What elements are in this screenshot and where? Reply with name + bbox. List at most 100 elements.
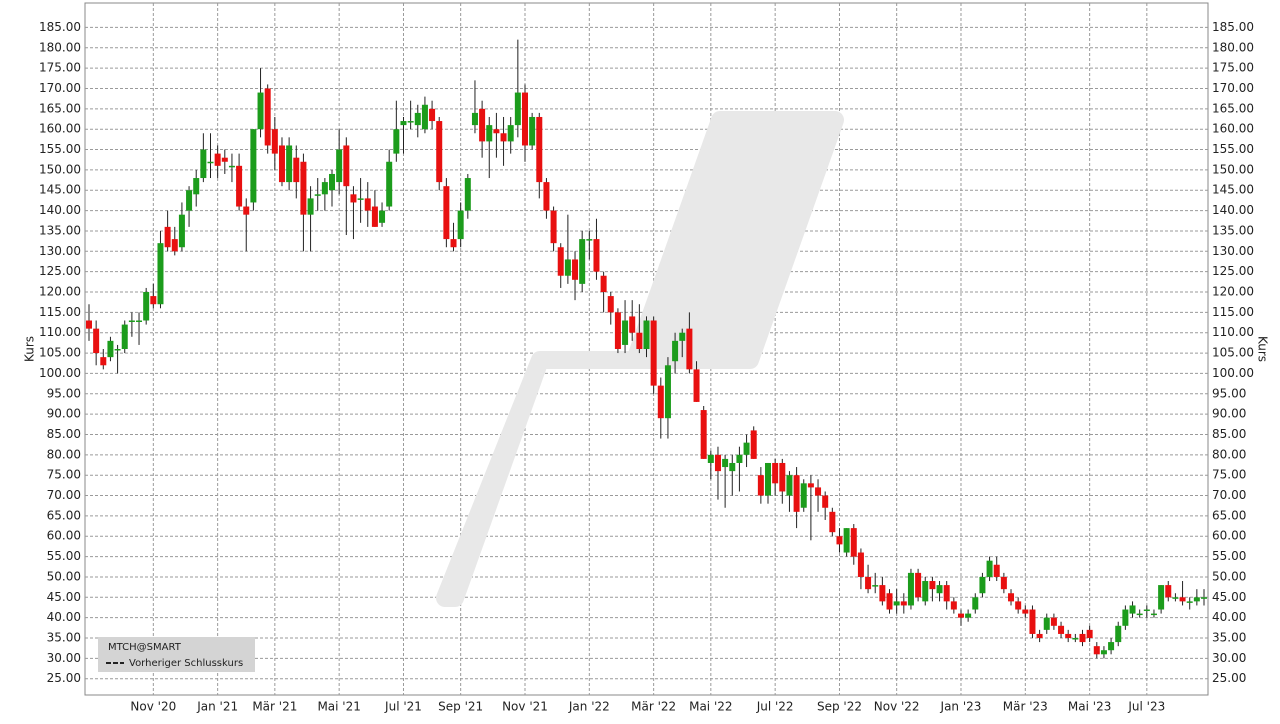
candle-body	[321, 182, 328, 195]
x-tick-label: Jan '23	[940, 700, 982, 714]
candle-body	[779, 462, 786, 492]
candle-body	[443, 186, 450, 240]
candle-body	[993, 564, 1000, 577]
candle-body	[972, 597, 979, 610]
candle-body	[657, 385, 664, 419]
candle-body	[936, 585, 943, 594]
candle-body	[622, 320, 629, 345]
candle-body	[271, 129, 278, 154]
candle-body	[136, 320, 143, 323]
candle-body	[672, 340, 679, 362]
y2-tick-label: 95.00	[1212, 386, 1246, 400]
candle-body	[564, 259, 571, 276]
candle-body	[1108, 642, 1115, 651]
x-tick-label: Nov '21	[502, 700, 548, 714]
candle-body	[350, 194, 357, 203]
candle-body	[943, 585, 950, 602]
candle-body	[1065, 633, 1072, 639]
candle-body	[336, 149, 343, 183]
candle-body	[236, 165, 243, 207]
candle-body	[186, 190, 193, 211]
x-tick-label: Mär '22	[631, 700, 676, 714]
y-tick-label: 180.00	[39, 40, 81, 54]
candle-body	[743, 442, 750, 455]
y-tick-label: 185.00	[39, 20, 81, 34]
candle-body	[757, 475, 764, 496]
candle-body	[114, 349, 121, 351]
candle-body	[150, 296, 157, 305]
y2-tick-label: 185.00	[1212, 20, 1254, 34]
y2-tick-label: 100.00	[1212, 366, 1254, 380]
candle-body	[414, 112, 421, 126]
candle-body	[493, 129, 500, 134]
legend-symbol: MTCH@SMART	[108, 642, 182, 653]
x-tick-label: Sep '21	[438, 700, 483, 714]
candle-body	[957, 613, 964, 618]
candle-body	[1122, 609, 1129, 626]
candle-body	[1086, 629, 1093, 639]
candle-body	[157, 243, 164, 305]
candle-body	[314, 194, 321, 196]
x-tick-label: Jul '22	[756, 700, 794, 714]
candle-body	[479, 108, 486, 142]
candle-body	[1115, 625, 1122, 643]
y2-tick-label: 160.00	[1212, 122, 1254, 136]
candle-body	[436, 121, 443, 183]
x-tick-label: Mai '22	[689, 700, 732, 714]
candle-body	[164, 226, 171, 248]
candle-body	[636, 332, 643, 349]
candle-body	[707, 454, 714, 463]
y-tick-label: 140.00	[39, 203, 81, 217]
candle-body	[1022, 609, 1029, 614]
y-tick-label: 150.00	[39, 162, 81, 176]
candle-body	[1072, 638, 1079, 640]
x-tick-label: Mai '23	[1068, 700, 1111, 714]
y-tick-label: 75.00	[47, 468, 81, 482]
candle-body	[307, 198, 314, 215]
candle-body	[286, 145, 293, 183]
y2-tick-label: 130.00	[1212, 244, 1254, 258]
candle-body	[557, 247, 564, 276]
y-tick-label: 55.00	[47, 549, 81, 563]
candle-body	[1093, 646, 1100, 655]
candle-body	[850, 528, 857, 557]
y2-tick-label: 165.00	[1212, 101, 1254, 115]
candle-body	[772, 462, 779, 484]
candle-body	[979, 576, 986, 594]
y-axis-label: Kurs	[23, 336, 37, 362]
candle-body	[879, 585, 886, 602]
candle-body	[593, 239, 600, 272]
candle-body	[736, 454, 743, 463]
candle-body	[614, 312, 621, 349]
candle-body	[486, 125, 493, 142]
candle-body	[929, 581, 936, 590]
y-tick-label: 160.00	[39, 122, 81, 136]
candle-body	[207, 161, 214, 164]
candle-body	[400, 121, 407, 126]
candle-body	[1201, 597, 1207, 599]
y-tick-label: 110.00	[39, 325, 81, 339]
candle-body	[1129, 605, 1136, 614]
candle-body	[529, 116, 536, 146]
x-tick-label: Jan '21	[196, 700, 238, 714]
candle-body	[228, 165, 235, 168]
candle-body	[800, 483, 807, 508]
y-tick-label: 85.00	[47, 427, 81, 441]
candle-body	[521, 92, 528, 146]
y-tick-label: 130.00	[39, 244, 81, 258]
x-tick-label: Nov '20	[130, 700, 176, 714]
candle-body	[1015, 601, 1022, 610]
candle-body	[1079, 633, 1086, 643]
candle-body	[214, 153, 221, 166]
candle-body	[1029, 609, 1036, 634]
candle-body	[457, 210, 464, 240]
y2-tick-label: 25.00	[1212, 671, 1246, 685]
y2-tick-label: 140.00	[1212, 203, 1254, 217]
candle-body	[572, 259, 579, 280]
candle-body	[722, 458, 729, 468]
candle-body	[750, 430, 757, 459]
candle-body	[429, 108, 436, 122]
candle-body	[1136, 613, 1143, 616]
y2-tick-label: 125.00	[1212, 264, 1254, 278]
